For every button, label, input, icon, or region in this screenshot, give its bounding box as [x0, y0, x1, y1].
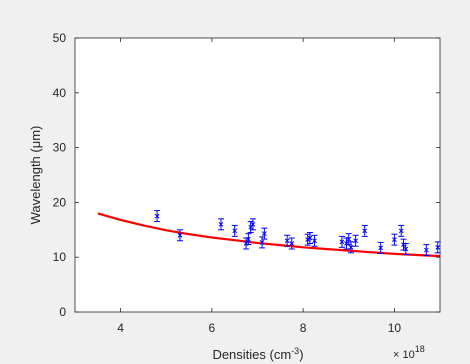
marker: [261, 231, 267, 236]
marker: [307, 235, 313, 241]
x-axis-label: Densities (cm-3): [212, 346, 303, 362]
y-tick-label: 40: [53, 86, 67, 100]
x-tick-label: 6: [209, 321, 216, 335]
data-point: [398, 224, 405, 237]
marker: [246, 236, 251, 242]
data-point: [231, 224, 238, 237]
marker: [398, 228, 404, 234]
marker: [177, 232, 183, 238]
marker: [289, 241, 295, 246]
data-point: [348, 241, 355, 254]
data-point: [423, 244, 430, 257]
data-point: [245, 233, 252, 246]
marker: [378, 245, 384, 251]
marker: [348, 244, 354, 250]
marker: [339, 239, 345, 245]
data-point: [391, 233, 398, 246]
marker: [243, 241, 249, 246]
y-axis-label: Wavelength (μm): [28, 126, 43, 225]
y-tick-label: 20: [53, 195, 67, 209]
marker: [284, 238, 290, 244]
marker: [353, 238, 358, 244]
marker: [218, 221, 224, 227]
x-tick-label: 8: [300, 321, 307, 335]
marker: [344, 241, 349, 246]
data-point: [352, 234, 359, 247]
marker: [403, 246, 409, 252]
marker: [259, 240, 265, 245]
marker: [362, 228, 368, 234]
data-point: [377, 241, 384, 254]
y-tick-label: 50: [53, 31, 67, 45]
data-point: [361, 224, 368, 237]
data-point: [176, 229, 183, 242]
x-tick-label: 10: [388, 321, 402, 335]
data-point: [154, 210, 161, 223]
marker: [250, 221, 256, 227]
marker: [346, 236, 352, 242]
x-tick-label: 4: [117, 321, 124, 335]
ticks-layer: 4 6 8 10 0 10 20 30 40 50: [53, 31, 440, 335]
axes-box: [74, 37, 441, 313]
y-tick-label: 10: [53, 250, 67, 264]
marker: [435, 244, 441, 250]
data-point: [402, 243, 409, 255]
data-point: [261, 227, 268, 240]
y-tick-label: 0: [59, 305, 66, 319]
data-point: [306, 232, 313, 244]
plot-area: [75, 38, 440, 312]
marker: [312, 238, 317, 244]
data-point: [284, 234, 291, 247]
data-point: [249, 218, 256, 231]
x-axis-exponent: × 1018: [393, 344, 425, 361]
marker: [392, 237, 397, 243]
data-point: [311, 234, 318, 247]
data-point: [338, 235, 345, 248]
y-tick-label: 30: [53, 141, 67, 155]
data-point: [288, 237, 295, 250]
marker: [154, 213, 160, 219]
data-point: [218, 218, 224, 231]
marker: [232, 228, 238, 234]
marker: [423, 247, 429, 253]
